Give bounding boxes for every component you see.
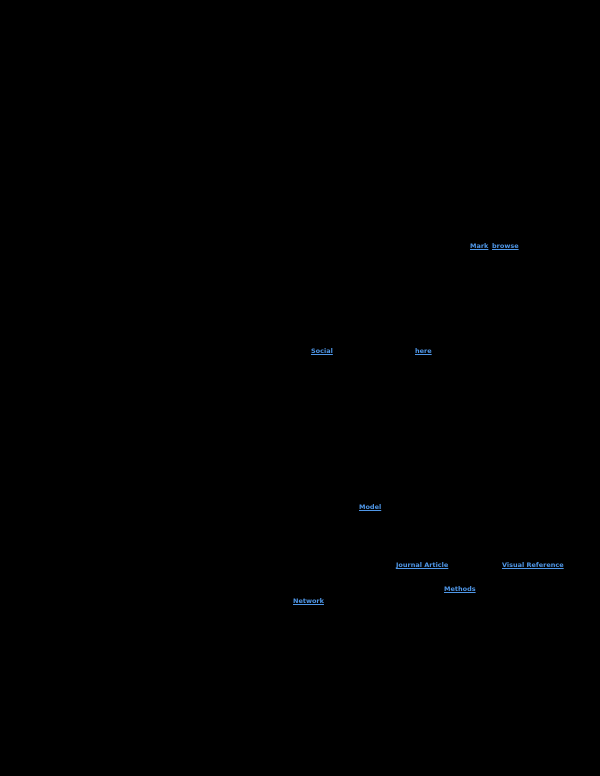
hyperlink-link-8[interactable]: Methods: [444, 585, 476, 593]
hyperlink-link-6[interactable]: Journal Article: [396, 561, 449, 569]
hyperlink-link-7[interactable]: Visual Reference: [502, 561, 564, 569]
hyperlink-link-1[interactable]: Mark: [470, 242, 489, 250]
hyperlink-link-5[interactable]: Model: [359, 503, 382, 511]
hyperlink-link-4[interactable]: here: [415, 347, 432, 355]
hyperlink-link-2[interactable]: browse: [492, 242, 519, 250]
hyperlink-link-3[interactable]: Social: [311, 347, 333, 355]
hyperlink-link-9[interactable]: Network: [293, 597, 324, 605]
